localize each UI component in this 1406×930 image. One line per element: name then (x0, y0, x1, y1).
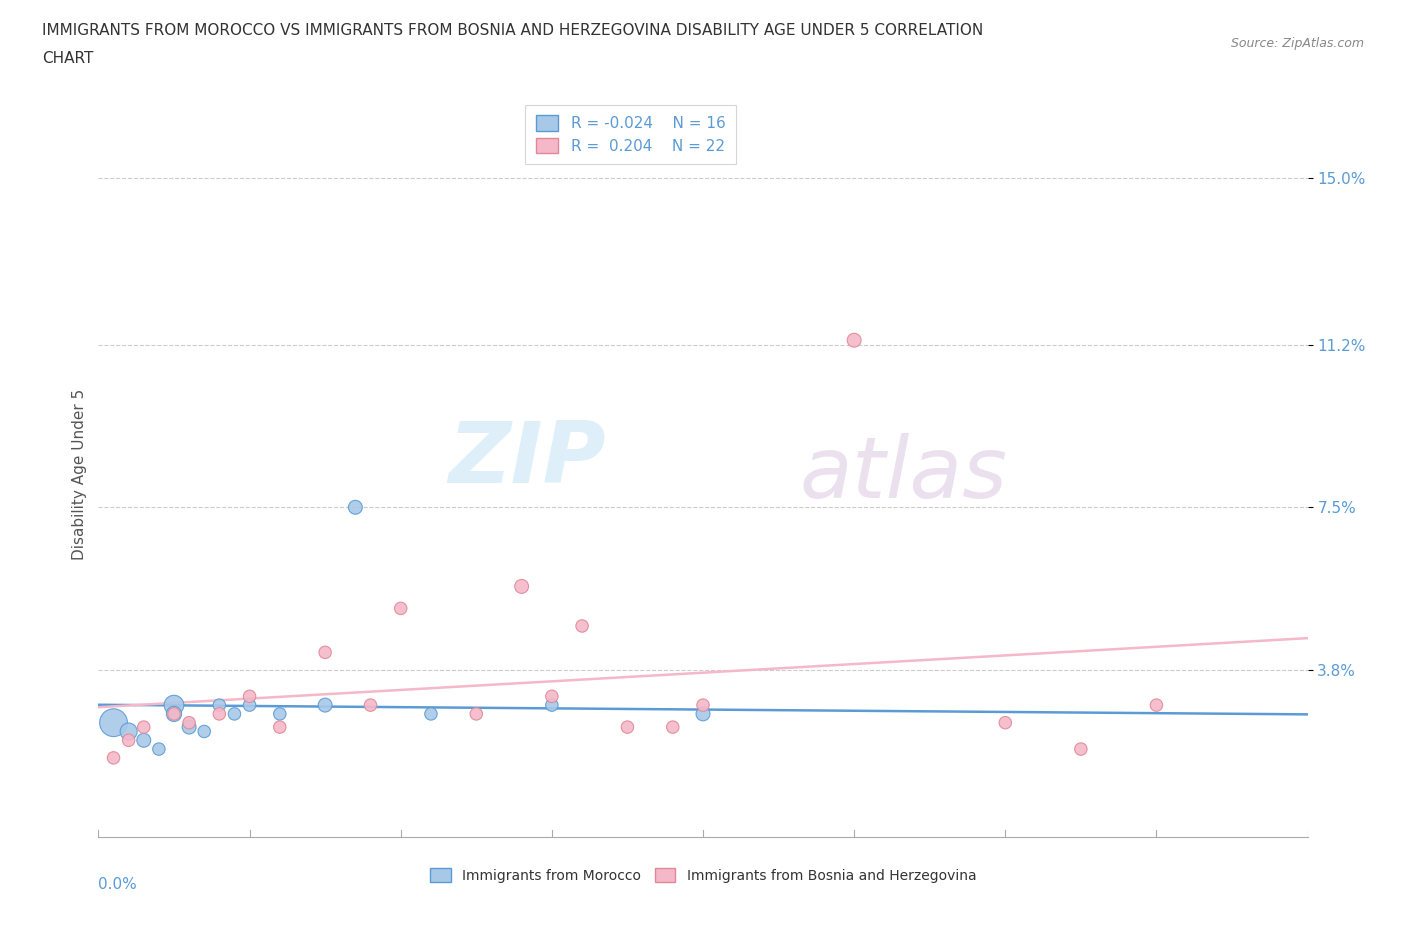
Point (540, 698, 562, 712)
Point (344, 499, 367, 514)
Point (208, 707, 231, 722)
Point (179, 720, 201, 735)
Point (540, 689, 562, 704)
Point (661, 720, 683, 735)
Point (148, 741, 170, 756)
Point (616, 720, 638, 735)
Point (132, 733, 155, 748)
Point (314, 698, 336, 712)
Point (118, 724, 141, 739)
Point (360, 698, 382, 712)
Point (1070, 741, 1092, 756)
Point (132, 720, 155, 735)
Point (269, 720, 291, 735)
Point (224, 707, 246, 722)
Text: atlas: atlas (800, 432, 1008, 516)
Point (844, 333, 866, 348)
Point (420, 707, 443, 722)
Point (269, 707, 291, 722)
Point (163, 707, 186, 722)
Point (193, 724, 215, 739)
Point (239, 698, 262, 712)
Point (208, 698, 231, 712)
Text: IMMIGRANTS FROM MOROCCO VS IMMIGRANTS FROM BOSNIA AND HERZEGOVINA DISABILITY AGE: IMMIGRANTS FROM MOROCCO VS IMMIGRANTS FR… (42, 23, 983, 38)
Point (163, 707, 186, 722)
Point (103, 715, 125, 730)
Legend: Immigrants from Morocco, Immigrants from Bosnia and Herzegovina: Immigrants from Morocco, Immigrants from… (425, 862, 981, 888)
Point (118, 733, 141, 748)
Point (179, 715, 201, 730)
Point (465, 707, 488, 722)
Point (1146, 698, 1168, 712)
Text: ZIP: ZIP (449, 418, 606, 501)
Point (571, 618, 593, 633)
Point (314, 644, 336, 659)
Text: CHART: CHART (42, 51, 94, 66)
Point (692, 698, 714, 712)
Point (239, 689, 262, 704)
Y-axis label: Disability Age Under 5: Disability Age Under 5 (72, 389, 87, 560)
Point (163, 698, 186, 712)
Point (994, 715, 1017, 730)
Point (389, 601, 412, 616)
Text: 0.0%: 0.0% (98, 877, 138, 892)
Text: Source: ZipAtlas.com: Source: ZipAtlas.com (1230, 37, 1364, 50)
Point (692, 707, 714, 722)
Point (103, 751, 125, 765)
Point (510, 579, 533, 594)
